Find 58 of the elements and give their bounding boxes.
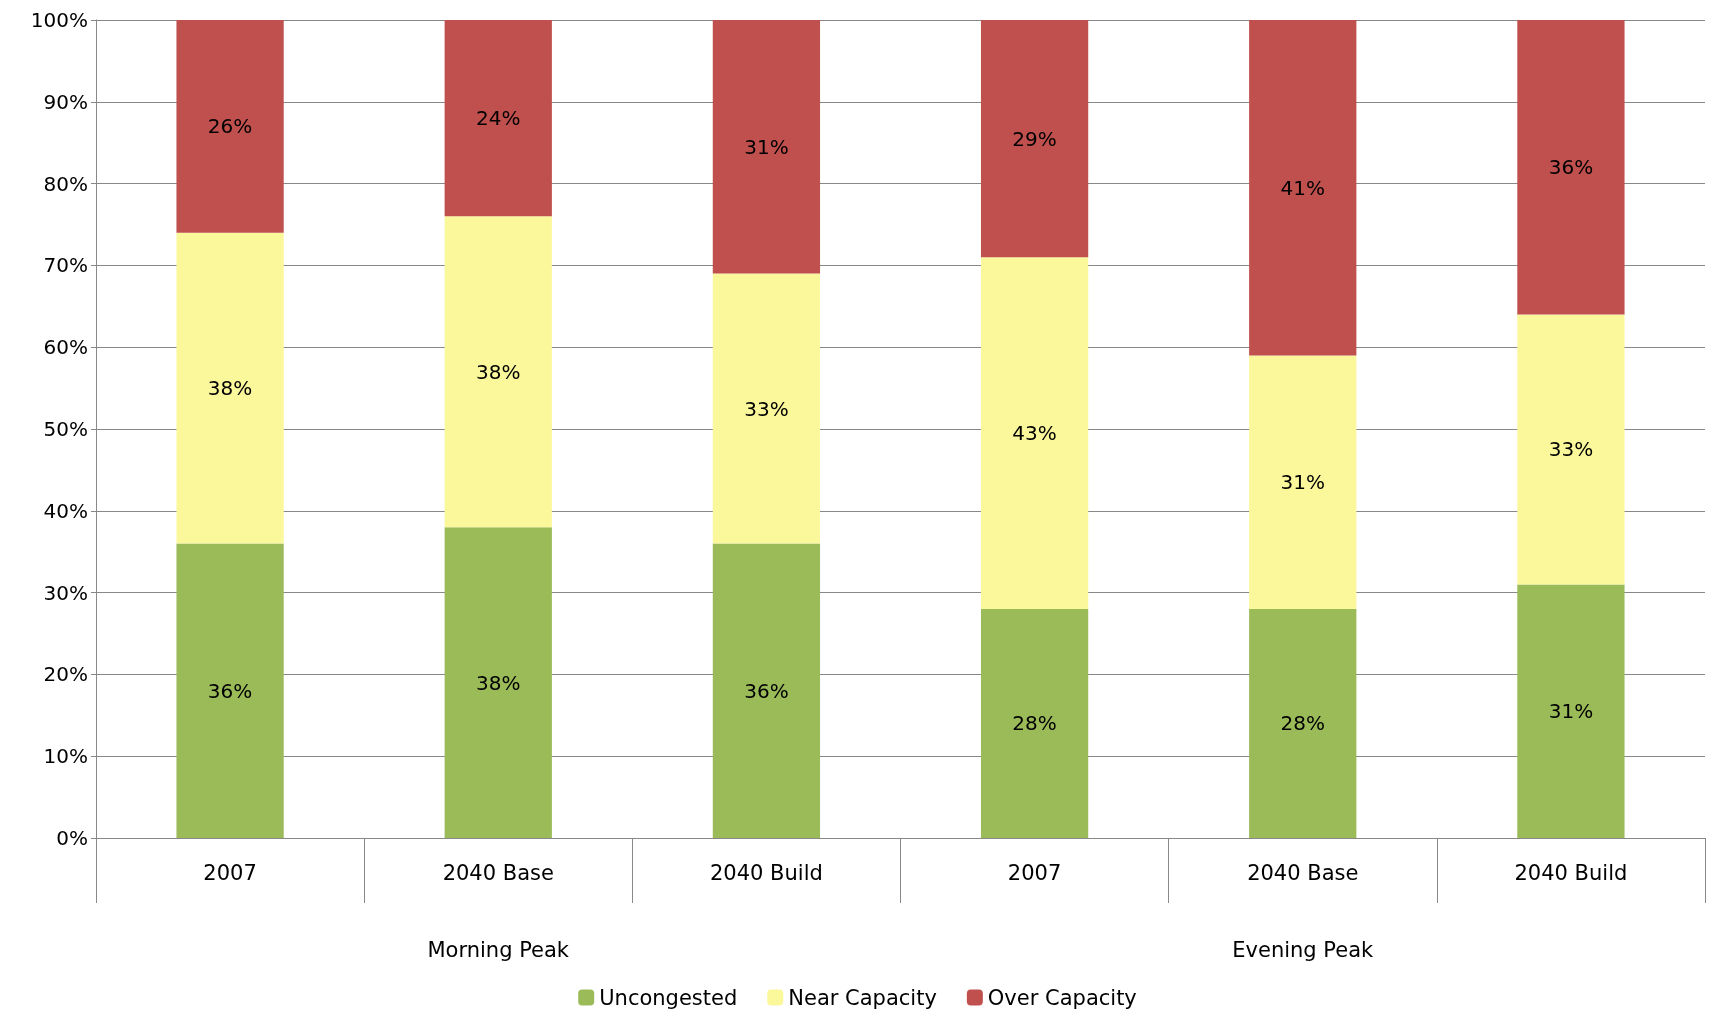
data-label: 31% <box>1280 470 1325 495</box>
bar <box>980 257 1089 609</box>
bar <box>1249 355 1357 609</box>
y-tick-label: 20% <box>43 662 88 687</box>
y-tick-label: 10% <box>43 744 88 769</box>
data-label: 24% <box>476 106 521 131</box>
bar <box>444 527 552 838</box>
data-label: 38% <box>476 359 521 384</box>
y-tick-label: 30% <box>43 580 88 605</box>
legend-label: Uncongested <box>599 985 738 1010</box>
y-tick-label: 50% <box>43 417 88 441</box>
y-tick-label: 80% <box>43 171 88 196</box>
data-label: 36% <box>1548 155 1594 180</box>
data-label: 28% <box>1012 711 1057 736</box>
x-tick-label: 2040 Base <box>1247 860 1359 885</box>
legend-label: Near Capacity <box>788 985 937 1010</box>
data-label: 38% <box>476 670 521 695</box>
y-tick-label: 40% <box>43 498 88 523</box>
data-label: 26% <box>207 114 253 139</box>
data-label: 36% <box>207 678 253 703</box>
data-label: 41% <box>1280 175 1325 200</box>
bar <box>712 543 821 838</box>
bar <box>1517 20 1625 315</box>
bar <box>1517 314 1625 585</box>
data-label: 31% <box>744 134 789 159</box>
text: Morning Peak <box>427 938 570 962</box>
bar <box>444 216 552 528</box>
y-tick-label: 60% <box>43 335 88 360</box>
bar <box>176 543 284 838</box>
x-tick-label: 2040 Build <box>709 860 823 885</box>
data-label: 43% <box>1012 421 1057 446</box>
x-tick-label: 2040 Base <box>442 860 554 885</box>
data-label: 36% <box>744 678 789 703</box>
y-tick-label: 90% <box>43 89 88 114</box>
bar <box>176 232 284 544</box>
bar <box>1517 584 1625 838</box>
y-tick-label: 100% <box>30 8 88 32</box>
bar <box>712 20 821 274</box>
bar <box>980 608 1089 838</box>
data-label: 33% <box>1548 437 1594 462</box>
bar <box>444 20 552 217</box>
bar <box>712 273 821 544</box>
data-label: 28% <box>1280 711 1325 736</box>
legend-label: Over Capacity <box>987 985 1137 1010</box>
bar <box>980 20 1089 258</box>
data-label: 29% <box>1012 126 1057 151</box>
y-tick-label: 70% <box>43 253 88 278</box>
bar <box>176 20 284 233</box>
bar <box>1249 608 1357 838</box>
x-tick-label: 2007 <box>1007 860 1062 885</box>
x-tick-label: 2040 Build <box>1514 860 1628 885</box>
bar <box>1249 20 1357 356</box>
y-tick-label: 0% <box>56 826 88 850</box>
x-tick-label: 2007 <box>203 860 257 885</box>
data-label: 31% <box>1548 699 1594 724</box>
data-label: 33% <box>744 396 789 421</box>
data-label: 38% <box>207 376 253 401</box>
text: Evening Peak <box>1232 938 1375 962</box>
